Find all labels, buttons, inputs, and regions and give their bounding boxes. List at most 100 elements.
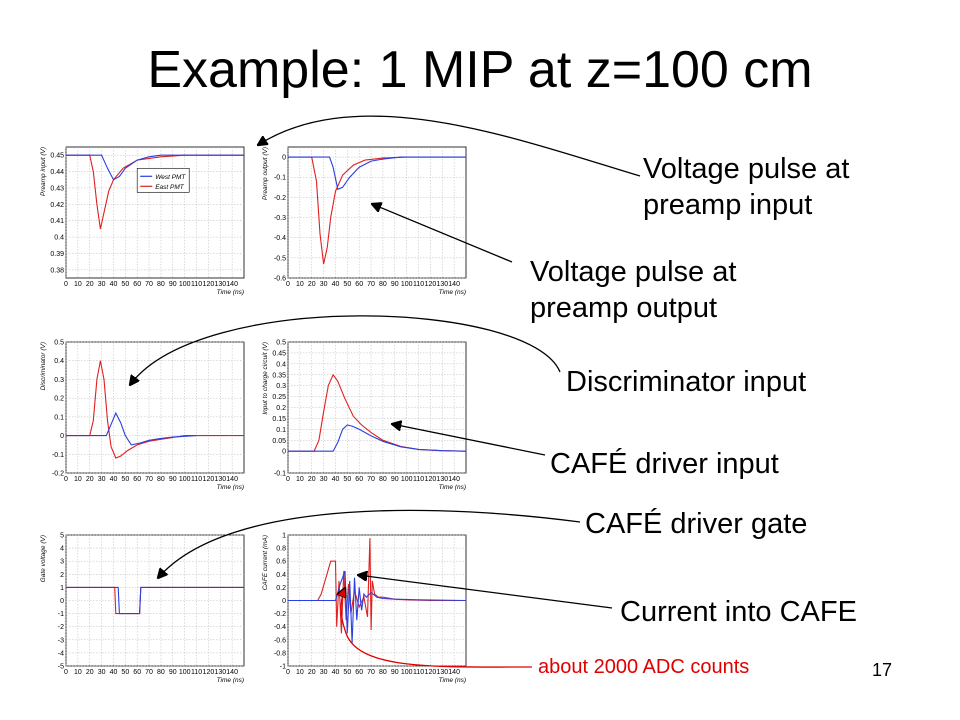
y-tick-label: 0.5 (276, 340, 286, 347)
label-preamp-input-line1: Voltage pulse at (643, 153, 850, 185)
y-axis-title: Input to charge circuit (V) (262, 342, 269, 415)
y-tick-label: 0.35 (272, 372, 286, 379)
label-cafe-current: Current into CAFE (620, 596, 857, 628)
x-tick-label: 10 (296, 281, 304, 288)
x-tick-label: 40 (110, 281, 118, 288)
x-tick-label: 90 (169, 669, 177, 676)
x-tick-label: 100 (401, 476, 413, 483)
y-axis-title: CAFE current (mA) (262, 535, 269, 590)
x-tick-label: 20 (86, 476, 94, 483)
x-tick-label: 80 (379, 476, 387, 483)
y-tick-label: -0.6 (274, 637, 286, 644)
x-tick-label: 100 (179, 476, 191, 483)
y-tick-label: -2 (58, 624, 64, 631)
x-tick-label: 70 (367, 476, 375, 483)
x-tick-label: 110 (413, 669, 424, 676)
y-tick-label: 0.4 (276, 572, 286, 579)
page-number: 17 (872, 660, 893, 680)
x-tick-label: 90 (391, 476, 399, 483)
x-axis-title: Time (ns) (217, 677, 244, 684)
y-tick-label: 0.05 (272, 438, 286, 445)
y-tick-label: -0.2 (52, 471, 64, 478)
y-tick-label: 0.2 (54, 396, 64, 403)
x-tick-label: 110 (413, 476, 424, 483)
series-line-east-pmt (288, 156, 466, 265)
y-tick-label: 1 (282, 533, 286, 540)
y-tick-label: -1 (58, 611, 64, 618)
x-tick-label: 70 (367, 281, 375, 288)
y-tick-label: 0.38 (50, 267, 64, 274)
y-axis-title: Preamp output (V) (262, 147, 269, 200)
x-tick-label: 50 (343, 476, 351, 483)
series-line-west-pmt (288, 570, 467, 644)
x-tick-label: 70 (367, 669, 375, 676)
plots-group: 0 10 20 30 40 50 60 70 80 90 100 110 120 130 1400.380.… (40, 146, 467, 684)
y-tick-label: -0.2 (274, 195, 286, 202)
x-tick-label: 140 (448, 669, 460, 676)
x-tick-label: 130 (214, 669, 226, 676)
series-line-west-pmt (66, 154, 244, 181)
x-tick-label: 120 (203, 669, 215, 676)
x-tick-label: 110 (413, 281, 424, 288)
y-tick-label: 0 (282, 449, 286, 456)
legend: West PMT East PMT (136, 167, 190, 193)
y-tick-label: 0.43 (50, 185, 64, 192)
legend-entry: East PMT (155, 184, 185, 191)
x-tick-label: 140 (226, 281, 238, 288)
x-tick-label: 40 (332, 281, 340, 288)
y-tick-label: -0.1 (274, 175, 286, 182)
x-tick-label: 10 (74, 281, 82, 288)
y-tick-label: 4 (60, 546, 64, 553)
x-tick-label: 130 (436, 476, 448, 483)
x-tick-label: 0 (286, 669, 290, 676)
y-tick-label: 0 (60, 598, 64, 605)
series-line-west-pmt (288, 424, 467, 452)
y-tick-label: 0.4 (276, 361, 286, 368)
plot-frame (287, 146, 467, 279)
label-preamp-input-line2: preamp input (643, 189, 813, 221)
x-tick-label: 130 (436, 669, 448, 676)
y-tick-label: 0.45 (50, 153, 64, 160)
x-tick-label: 140 (448, 281, 460, 288)
legend-entry: West PMT (155, 174, 186, 181)
series-line-west-pmt (66, 411, 197, 446)
y-tick-label: -1 (280, 664, 286, 671)
y-axis-title: Discriminator (V) (40, 342, 47, 390)
x-tick-label: 10 (296, 669, 304, 676)
chart-panel-4: 0 10 20 30 40 50 60 70 80 90 100 110 120 130 140-0.100… (262, 340, 467, 491)
x-axis-title: Time (ns) (217, 484, 244, 491)
x-tick-label: 80 (157, 281, 165, 288)
chart-panel-1: 0 10 20 30 40 50 60 70 80 90 100 110 120 130 140 0.38 0.… (40, 146, 245, 296)
x-tick-label: 120 (203, 476, 215, 483)
x-tick-label: 100 (401, 281, 413, 288)
x-tick-label: 140 (226, 476, 238, 483)
x-tick-label: 60 (355, 281, 363, 288)
y-tick-label: -5 (58, 664, 64, 671)
x-tick-label: 100 (179, 281, 191, 288)
y-tick-label: 0.25 (272, 394, 286, 401)
x-tick-label: 80 (157, 669, 165, 676)
y-tick-label: 1 (60, 585, 64, 592)
y-tick-label: 5 (60, 533, 64, 540)
arrow-preamp-output (372, 204, 513, 263)
x-tick-label: 20 (308, 281, 316, 288)
label-preamp-input: Voltage pulse at preamp input (643, 151, 849, 223)
x-tick-label: 90 (169, 476, 177, 483)
x-tick-label: 0 (64, 669, 68, 676)
label-preamp-output-line1: Voltage pulse at (530, 256, 737, 288)
x-tick-label: 120 (425, 281, 437, 288)
x-tick-label: 30 (320, 281, 328, 288)
plot-frame (65, 341, 245, 474)
y-tick-label: 0.1 (54, 414, 64, 421)
x-tick-label: 20 (308, 476, 316, 483)
x-tick-label: 60 (133, 476, 141, 483)
y-tick-label: 0.8 (276, 546, 286, 553)
adc-counts-note: about 2000 ADC counts (538, 656, 750, 678)
y-tick-label: 0.1 (276, 427, 286, 434)
arrow-preamp-input (258, 115, 641, 177)
label-discriminator: Discriminator input (566, 366, 807, 398)
y-tick-label: 0.39 (50, 251, 64, 258)
chart-panel-3: 0 10 20 30 40 50 60 70 80 90 100 110 120 130 140 -0.2 -0… (40, 340, 245, 491)
x-tick-label: 20 (86, 281, 94, 288)
x-tick-label: 90 (391, 281, 399, 288)
